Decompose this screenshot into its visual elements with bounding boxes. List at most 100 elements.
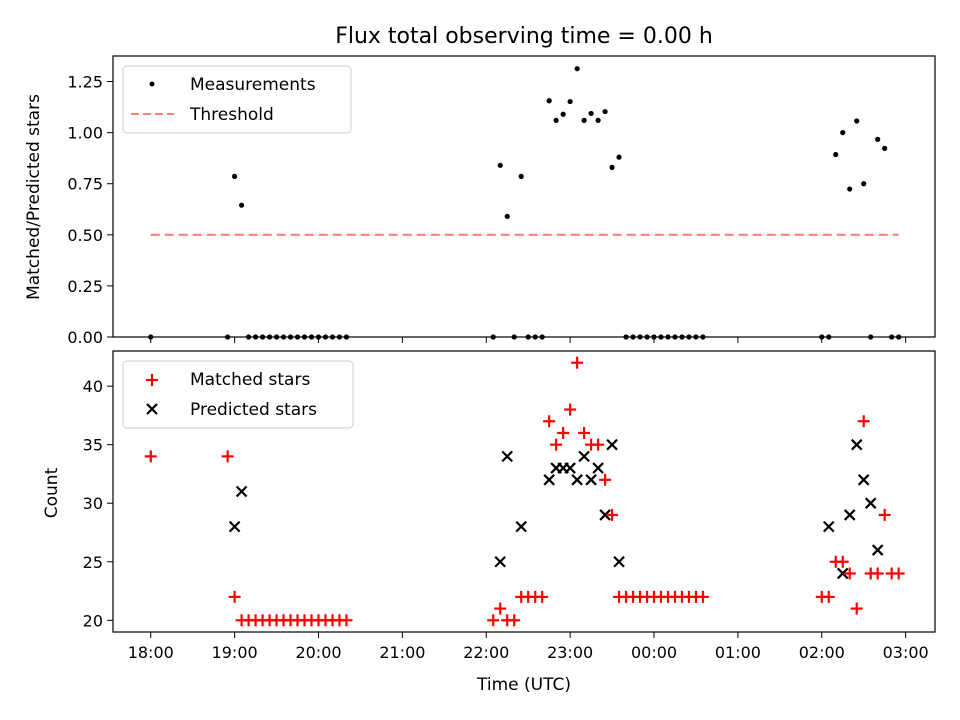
top-chart-legend: Measurements Threshold	[122, 65, 352, 134]
predicted-stars-point	[871, 544, 884, 556]
predicted-stars-point	[592, 462, 604, 474]
measurement-point	[588, 110, 594, 117]
predicted-stars-point	[599, 509, 611, 521]
predicted-stars-point	[494, 555, 507, 568]
measurement-point	[602, 108, 608, 115]
top-legend-box	[122, 65, 352, 134]
predicted-stars-point	[235, 485, 248, 498]
legend-marker-measurements	[149, 81, 155, 87]
matched-stars-point	[578, 426, 591, 439]
matched-stars-point	[878, 508, 891, 521]
predicted-stars-point	[822, 520, 835, 533]
bottom-y-tick-label: 30	[83, 494, 103, 513]
top-y-tick-label: 1.25	[67, 73, 103, 92]
matched-stars-point	[599, 473, 612, 486]
matched-stars-point	[536, 590, 549, 603]
bottom-x-tick-label: 03:00	[883, 643, 929, 662]
predicted-stars-point	[850, 438, 863, 451]
matched-stars-point	[592, 438, 605, 451]
matched-stars-point	[836, 555, 849, 568]
measurement-point	[560, 111, 566, 117]
top-chart-y-ticks: 0.00 0.25 0.50 0.75 1.00 1.25	[67, 73, 113, 347]
matched-stars-point	[557, 426, 570, 439]
bottom-chart-x-ticks: 18:00 19:00 20:00 21:00 22:00 23:00 00:00 01:00…	[128, 632, 929, 662]
matched-stars-point	[543, 415, 556, 428]
measurement-point	[518, 173, 524, 179]
measurement-point	[882, 145, 888, 151]
measurement-point	[581, 117, 587, 123]
bottom-x-tick-label: 02:00	[799, 643, 845, 662]
measurement-point	[595, 117, 601, 123]
bottom-chart-x-axis-label: Time (UTC)	[476, 675, 571, 695]
predicted-stars-point	[564, 462, 576, 474]
matched-stars-point	[494, 602, 507, 615]
measurement-point	[861, 181, 867, 187]
top-y-tick-label: 0.00	[67, 328, 103, 347]
bottom-x-tick-label: 23:00	[547, 643, 593, 662]
matched-stars-point	[822, 590, 835, 603]
bottom-chart-y-ticks: 20 25 30 35 40	[83, 377, 113, 630]
top-chart-x-ticks	[150, 337, 907, 343]
legend-marker-predicted-stars	[146, 403, 158, 415]
top-chart-frame	[112, 55, 936, 338]
bottom-x-tick-label: 21:00	[379, 643, 425, 662]
top-chart-marks	[148, 66, 902, 340]
bottom-chart-y-axis-label: Count	[42, 467, 62, 518]
matched-stars-point	[228, 590, 241, 603]
matched-stars-point	[843, 567, 856, 580]
matched-stars-point	[892, 567, 905, 580]
bottom-x-tick-label: 22:00	[463, 643, 509, 662]
measurement-point	[232, 173, 238, 179]
legend-label-predicted-stars: Predicted stars	[190, 400, 317, 420]
measurement-point	[875, 136, 881, 142]
top-y-tick-label: 0.75	[67, 175, 103, 194]
matched-stars-point	[571, 356, 584, 369]
measurement-point	[239, 202, 245, 208]
matched-stars-point	[487, 614, 500, 627]
top-y-tick-label: 0.25	[67, 277, 103, 296]
bottom-y-tick-label: 25	[83, 553, 103, 572]
matched-stars-point	[508, 614, 521, 627]
measurement-point	[854, 118, 860, 124]
bottom-x-tick-label: 19:00	[212, 643, 258, 662]
matched-stars-point	[871, 567, 884, 580]
predicted-stars-point	[606, 438, 618, 451]
predicted-stars-point	[228, 520, 241, 533]
predicted-stars-point	[571, 474, 583, 486]
bottom-legend-box	[122, 360, 354, 429]
bottom-x-tick-label: 20:00	[295, 643, 341, 662]
measurement-point	[840, 130, 846, 136]
matched-stars-point	[144, 450, 157, 463]
measurement-point	[609, 164, 615, 170]
measurement-point	[833, 151, 839, 158]
measurement-point	[574, 66, 580, 72]
predicted-stars-point	[843, 509, 856, 521]
legend-label-matched-stars: Matched stars	[190, 370, 310, 390]
legend-marker-matched-stars	[146, 374, 158, 386]
measurement-point	[497, 162, 503, 168]
matched-stars-point	[550, 438, 563, 451]
bottom-chart-legend: Matched stars Predicted stars	[122, 360, 354, 429]
predicted-stars-point	[501, 450, 514, 463]
predicted-stars-point	[836, 567, 849, 580]
bottom-x-tick-label: 00:00	[631, 643, 677, 662]
bottom-y-tick-label: 40	[83, 377, 103, 396]
matched-stars-point	[850, 602, 863, 615]
bottom-y-tick-label: 20	[83, 611, 103, 630]
bottom-chart-marks	[144, 356, 905, 627]
matched-stars-point	[340, 614, 353, 627]
matched-stars-point	[857, 415, 870, 428]
top-chart-title: Flux total observing time = 0.00 h	[335, 24, 713, 49]
predicted-stars-point	[864, 497, 877, 509]
predicted-stars-point	[613, 555, 625, 568]
top-chart-y-axis-label: Matched/Predicted stars	[24, 94, 44, 300]
legend-label-measurements: Measurements	[190, 75, 316, 95]
bottom-x-tick-label: 18:00	[128, 643, 174, 662]
bottom-y-tick-label: 35	[83, 436, 103, 455]
predicted-stars-point	[543, 474, 555, 486]
matched-stars-point	[564, 403, 577, 416]
matched-stars-point	[606, 508, 619, 521]
top-y-tick-label: 0.50	[67, 226, 103, 245]
measurement-point	[847, 186, 853, 192]
